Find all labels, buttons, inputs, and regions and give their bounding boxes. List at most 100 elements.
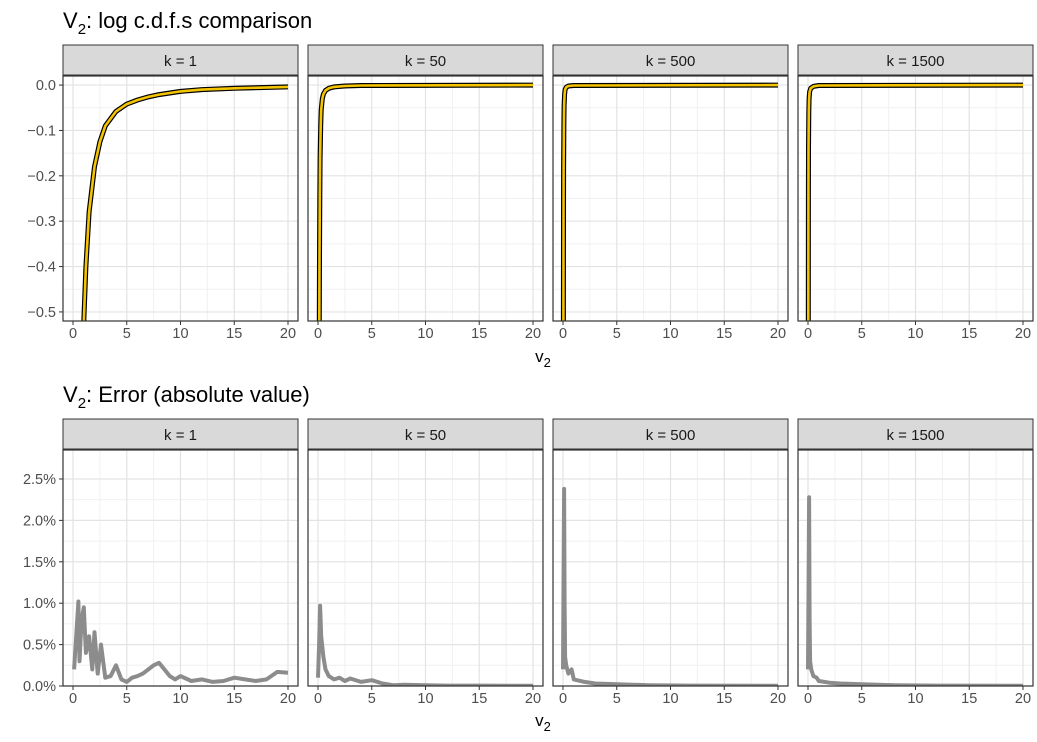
y-tick-label: 0.5% bbox=[23, 638, 56, 654]
series-line-error bbox=[316, 603, 534, 686]
x-tick-label: 5 bbox=[858, 691, 866, 707]
panel-k500: k = 500 0 5 10 15 20 bbox=[552, 418, 789, 707]
facet-label: k = 50 bbox=[405, 427, 446, 444]
x-axis-title-subscript: 2 bbox=[544, 355, 551, 370]
facet-label: k = 1 bbox=[164, 53, 197, 70]
title-text: : log c.d.f.s comparison bbox=[86, 8, 312, 33]
x-axis-title: v2 bbox=[535, 347, 551, 370]
x-tick-label: 20 bbox=[1015, 326, 1031, 342]
x-tick-label: 10 bbox=[172, 691, 188, 707]
x-tick-label: 5 bbox=[123, 691, 131, 707]
x-tick-label: 15 bbox=[226, 326, 242, 342]
x-tick-label: 15 bbox=[716, 326, 732, 342]
facet-strip bbox=[797, 418, 1034, 450]
series-line-approx bbox=[806, 83, 1024, 321]
x-tick-label: 0 bbox=[559, 691, 567, 707]
series-line-error bbox=[72, 599, 289, 684]
x-tick-label: 10 bbox=[907, 326, 923, 342]
x-tick-label: 20 bbox=[280, 691, 296, 707]
x-tick-label: 5 bbox=[858, 326, 866, 342]
x-tick-label: 20 bbox=[770, 326, 786, 342]
x-tick-label: 15 bbox=[226, 691, 242, 707]
facet-label: k = 1500 bbox=[887, 53, 945, 70]
y-tick-label: 2.0% bbox=[23, 513, 56, 529]
panel-k50: k = 50 0 5 10 15 20 bbox=[307, 418, 544, 707]
x-tick-label: 20 bbox=[525, 691, 541, 707]
x-tick-label: 0 bbox=[69, 326, 77, 342]
panel-k1: k = 1 0 5 10 15 20 bbox=[62, 44, 299, 342]
x-axis-title: v2 bbox=[535, 711, 551, 734]
x-tick-label: 0 bbox=[69, 691, 77, 707]
x-tick-label: 15 bbox=[961, 691, 977, 707]
x-tick-label: 20 bbox=[770, 691, 786, 707]
chart-error: V2: Error (absolute value)0.0%0.5%1.0%1.… bbox=[23, 382, 1034, 734]
x-tick-label: 0 bbox=[559, 326, 567, 342]
x-axis-title-text: v bbox=[535, 711, 544, 730]
y-tick-label: 1.0% bbox=[23, 596, 56, 612]
x-tick-label: 0 bbox=[314, 326, 322, 342]
y-tick-label: 0.0 bbox=[36, 78, 56, 94]
facet-strip bbox=[552, 418, 789, 450]
y-tick-label: −0.1 bbox=[27, 123, 56, 139]
y-tick-label: −0.2 bbox=[27, 169, 56, 185]
facet-label: k = 1 bbox=[164, 427, 197, 444]
x-tick-label: 10 bbox=[662, 691, 678, 707]
facet-label: k = 50 bbox=[405, 53, 446, 70]
x-tick-label: 10 bbox=[417, 691, 433, 707]
y-tick-label: −0.5 bbox=[27, 305, 56, 321]
x-tick-label: 10 bbox=[662, 326, 678, 342]
series-line-approx bbox=[562, 83, 779, 321]
x-tick-label: 0 bbox=[804, 326, 812, 342]
title-subscript: 2 bbox=[78, 21, 86, 38]
y-tick-label: −0.4 bbox=[27, 260, 56, 276]
x-tick-label: 5 bbox=[368, 326, 376, 342]
facet-strip bbox=[797, 44, 1034, 76]
chart-log-cdf: V2: log c.d.f.s comparison0.0−0.1−0.2−0.… bbox=[27, 8, 1034, 370]
x-tick-label: 10 bbox=[417, 326, 433, 342]
x-tick-label: 15 bbox=[716, 691, 732, 707]
chart-title: V2: Error (absolute value) bbox=[63, 382, 310, 412]
y-tick-label: 0.0% bbox=[23, 679, 56, 695]
x-axis-title-text: v bbox=[535, 347, 544, 366]
x-tick-label: 10 bbox=[907, 691, 923, 707]
facet-strip bbox=[307, 44, 544, 76]
facet-strip bbox=[62, 44, 299, 76]
title-subscript: 2 bbox=[78, 395, 86, 412]
panel-k50: k = 50 0 5 10 15 20 bbox=[307, 44, 544, 342]
facet-strip bbox=[552, 44, 789, 76]
x-tick-label: 15 bbox=[471, 326, 487, 342]
x-tick-label: 5 bbox=[123, 326, 131, 342]
facet-label: k = 1500 bbox=[887, 427, 945, 444]
x-tick-label: 15 bbox=[471, 691, 487, 707]
x-tick-label: 0 bbox=[804, 691, 812, 707]
x-tick-label: 15 bbox=[961, 326, 977, 342]
facet-strip bbox=[62, 418, 299, 450]
facet-label: k = 500 bbox=[646, 53, 696, 70]
series-line-approx bbox=[317, 83, 534, 321]
title-text: V bbox=[63, 382, 78, 407]
facet-label: k = 500 bbox=[646, 427, 696, 444]
series-line-approx bbox=[82, 85, 289, 321]
x-tick-label: 0 bbox=[314, 691, 322, 707]
x-axis-title-subscript: 2 bbox=[544, 719, 551, 734]
x-tick-label: 5 bbox=[613, 326, 621, 342]
x-tick-label: 20 bbox=[1015, 691, 1031, 707]
y-tick-label: −0.3 bbox=[27, 214, 56, 230]
x-tick-label: 5 bbox=[613, 691, 621, 707]
series-line-error bbox=[561, 486, 779, 686]
y-tick-label: 1.5% bbox=[23, 555, 56, 571]
panel-k1500: k = 1500 0 5 10 15 20 bbox=[797, 44, 1034, 342]
facet-strip bbox=[307, 418, 544, 450]
title-text: : Error (absolute value) bbox=[86, 382, 310, 407]
panel-k1500: k = 1500 0 5 10 15 20 bbox=[797, 418, 1034, 707]
x-tick-label: 20 bbox=[525, 326, 541, 342]
series-line-error bbox=[806, 495, 1024, 686]
chart-title: V2: log c.d.f.s comparison bbox=[63, 8, 312, 38]
x-tick-label: 5 bbox=[368, 691, 376, 707]
x-tick-label: 10 bbox=[172, 326, 188, 342]
x-tick-label: 20 bbox=[280, 326, 296, 342]
panel-k1: k = 1 0 5 10 15 20 bbox=[62, 418, 299, 707]
title-text: V bbox=[63, 8, 78, 33]
y-tick-label: 2.5% bbox=[23, 472, 56, 488]
